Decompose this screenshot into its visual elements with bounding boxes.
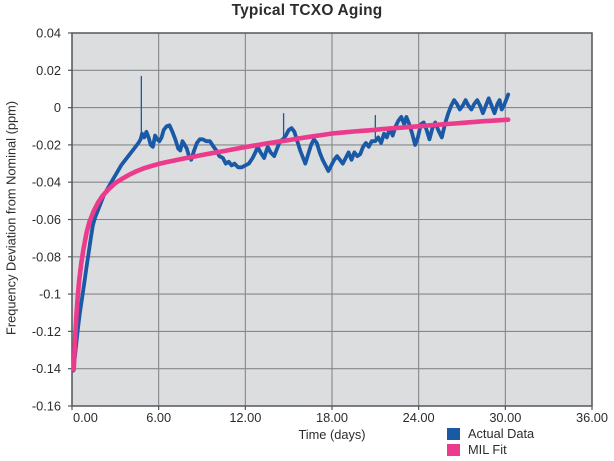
y-tick-label: -0.02 bbox=[32, 137, 61, 152]
x-tick-label: 36.00 bbox=[576, 410, 608, 425]
y-tick-label: -0.04 bbox=[32, 175, 61, 190]
y-axis-title: Frequency Deviation from Nominal (ppm) bbox=[3, 101, 19, 335]
tick-labels: 0.00 6.00 12.00 18.00 24.00 30.00 36.00 0.04 0.0… bbox=[32, 26, 608, 426]
plot-border bbox=[71, 32, 593, 407]
y-tick-label: -0.14 bbox=[32, 361, 61, 376]
mil-fit-line bbox=[71, 117, 511, 372]
x-tick-label: 30.00 bbox=[489, 410, 521, 425]
x-tick-label: 0.00 bbox=[73, 410, 98, 425]
y-tick-label: -0.12 bbox=[32, 324, 61, 339]
legend-label-mil-fit: MIL Fit bbox=[468, 442, 507, 457]
legend: Actual Data MIL Fit bbox=[447, 426, 534, 458]
y-tick-label: -0.06 bbox=[32, 212, 61, 227]
y-tick-label: -0.16 bbox=[32, 399, 61, 414]
y-tick-label: -0.08 bbox=[32, 249, 61, 264]
y-tick-label: -0.1 bbox=[39, 287, 61, 302]
legend-swatch-mil-fit bbox=[447, 444, 460, 456]
y-tick-label: 0.02 bbox=[36, 63, 61, 78]
legend-label-actual-data: Actual Data bbox=[468, 426, 535, 441]
y-tick-label: 0 bbox=[54, 100, 61, 115]
x-tick-label: 18.00 bbox=[316, 410, 348, 425]
x-axis-title: Time (days) bbox=[298, 427, 366, 442]
chart-title: Typical TCXO Aging bbox=[231, 2, 383, 19]
x-tick-label: 12.00 bbox=[229, 410, 261, 425]
actual-data-line bbox=[71, 92, 511, 373]
x-tick-label: 6.00 bbox=[146, 410, 171, 425]
legend-item-actual-data: Actual Data bbox=[447, 426, 534, 442]
y-tick-label: 0.04 bbox=[36, 26, 61, 41]
legend-item-mil-fit: MIL Fit bbox=[447, 442, 534, 458]
x-tick-label: 24.00 bbox=[403, 410, 435, 425]
legend-swatch-actual-data bbox=[447, 428, 460, 440]
